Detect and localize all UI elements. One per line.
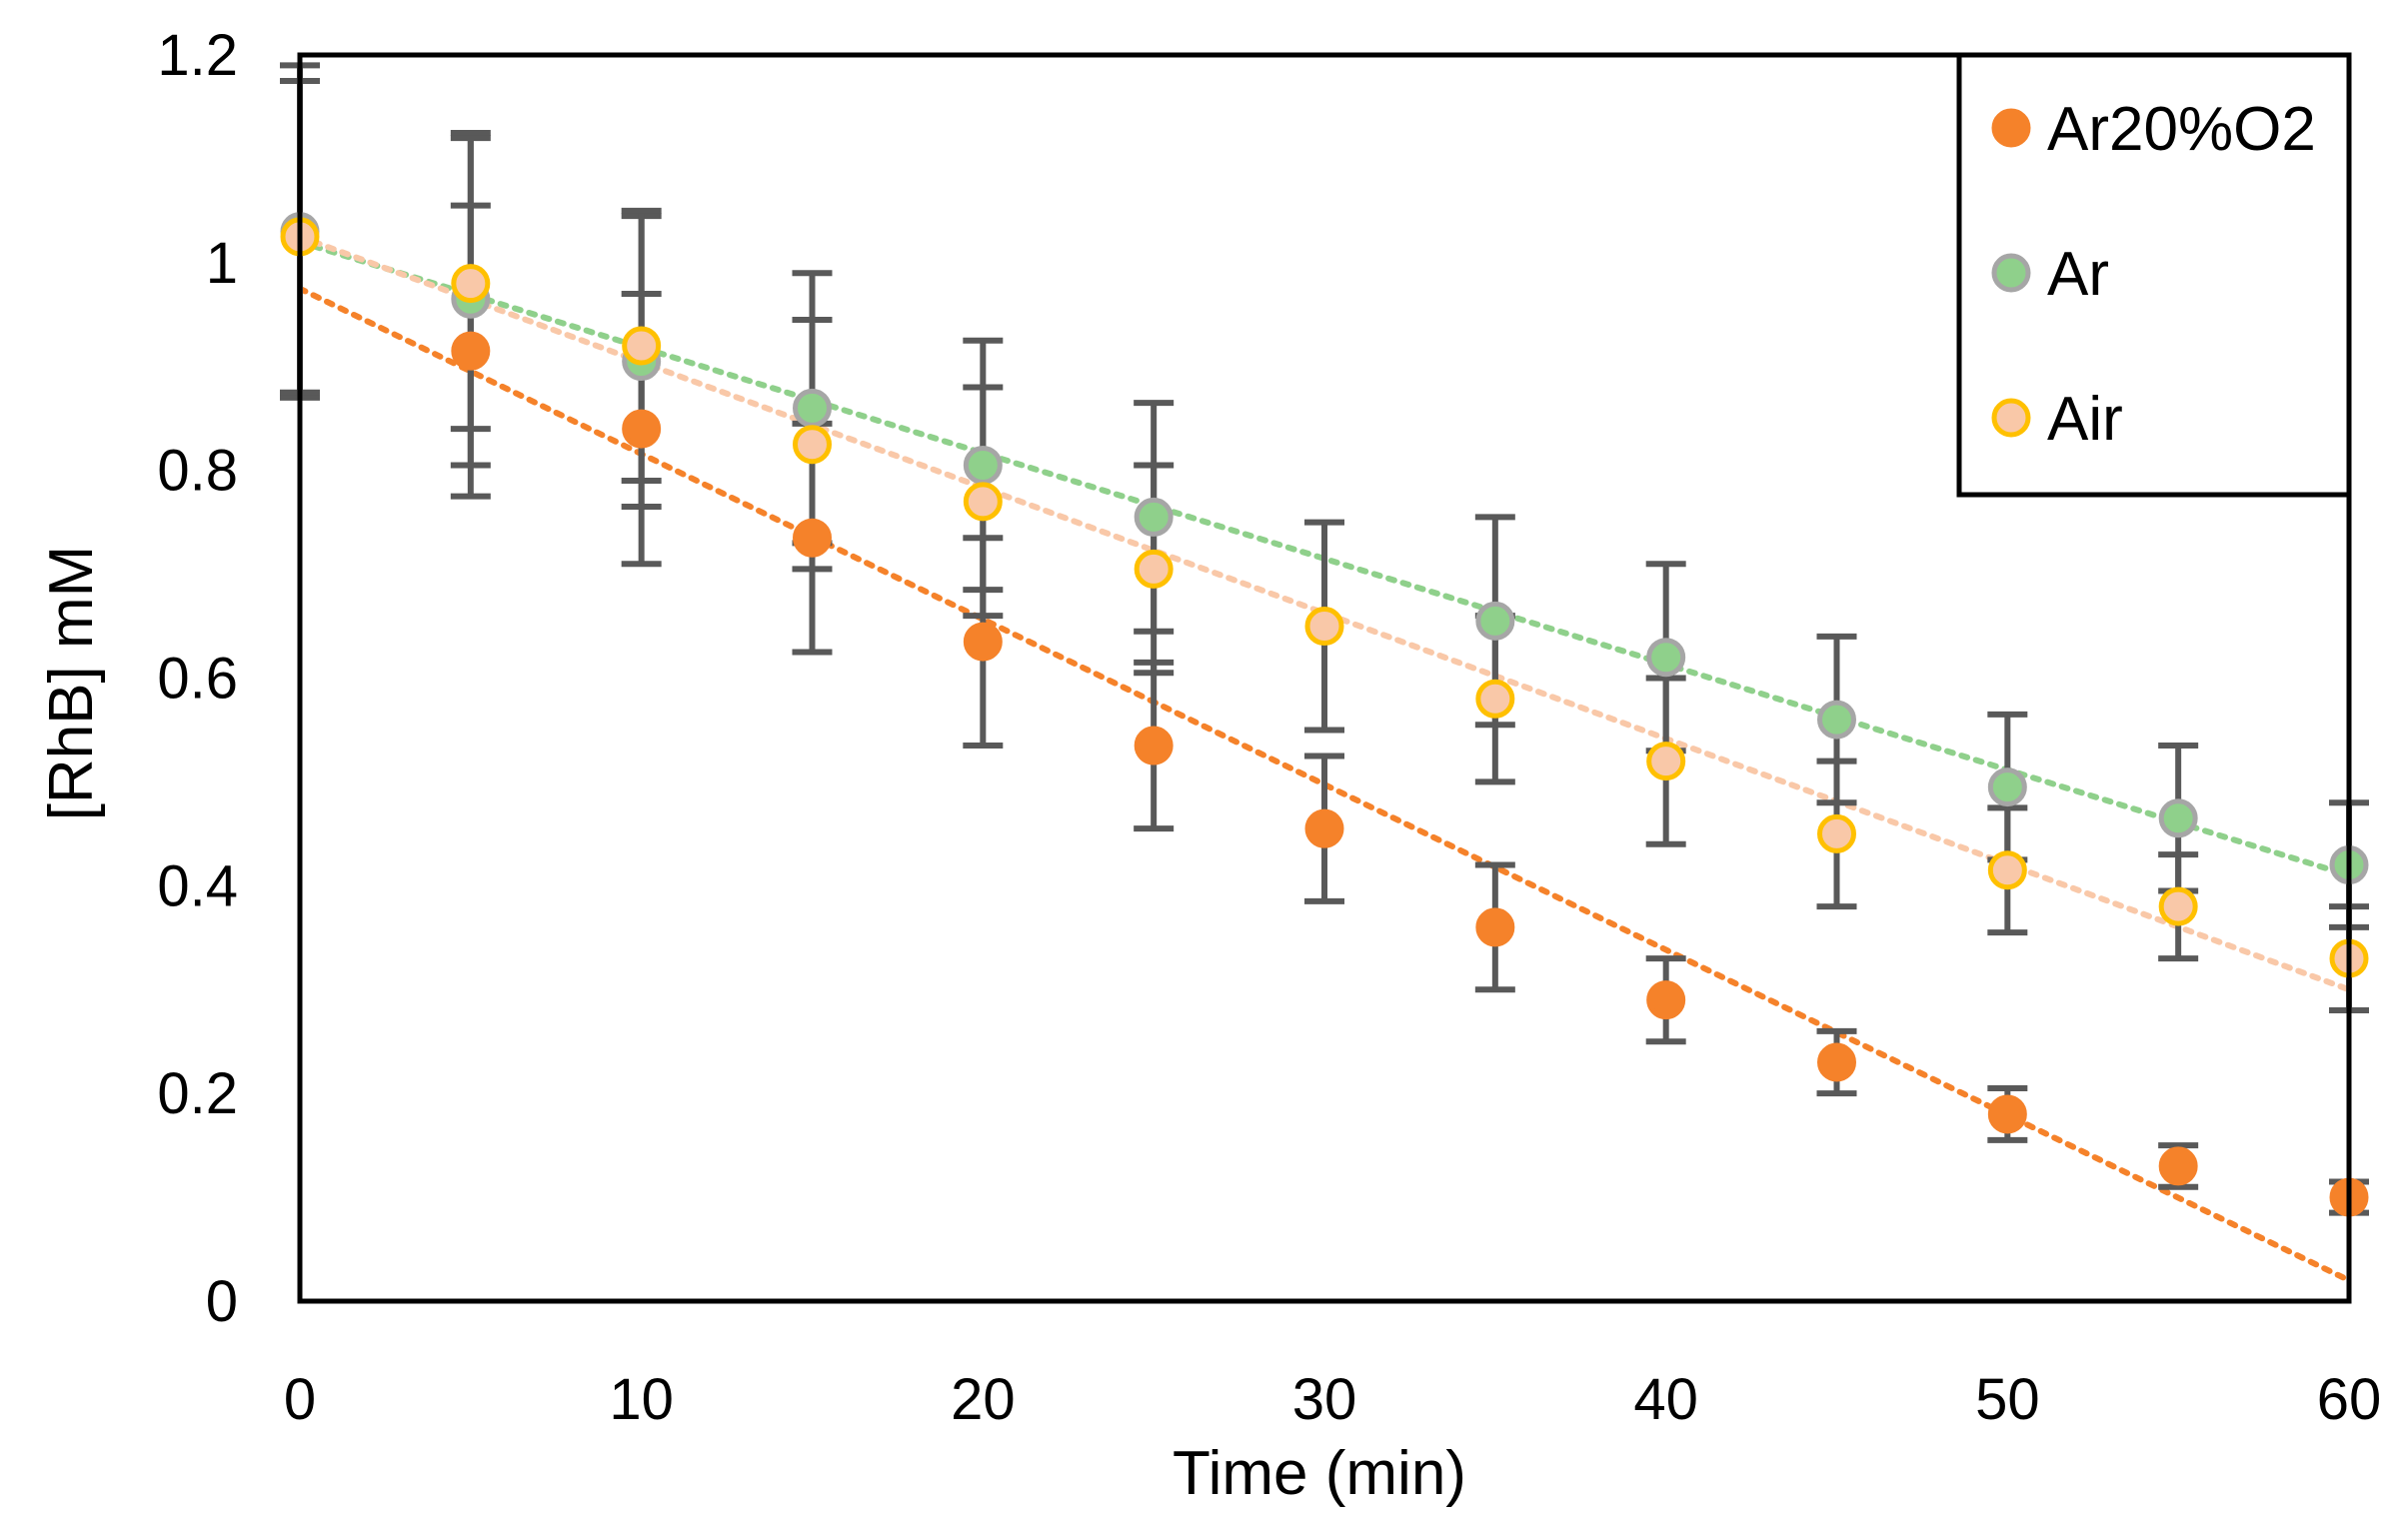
legend-entry-air: Air — [1991, 385, 2123, 454]
data-point-air — [622, 326, 662, 366]
y-axis-ticks: 0 0.2 0.4 0.6 0.8 1 1.2 — [157, 23, 238, 1334]
x-tick-label: 30 — [1292, 1367, 1357, 1432]
y-tick-label: 1.2 — [157, 23, 238, 88]
y-tick-label: 0.8 — [157, 439, 238, 504]
data-point-air — [963, 482, 1003, 522]
data-point-ar20pcto2 — [451, 331, 491, 371]
legend-entry-ar20pcto2: Ar20%O2 — [1991, 95, 2316, 164]
x-tick-label: 10 — [609, 1367, 674, 1432]
data-point-ar — [1134, 497, 1174, 537]
data-point-ar20pcto2 — [2158, 1146, 2198, 1186]
data-point-ar20pcto2 — [1987, 1094, 2027, 1134]
legend-label: Air — [2047, 385, 2123, 454]
data-point-ar20pcto2 — [622, 409, 662, 449]
data-point-ar — [1646, 638, 1686, 678]
legend-marker — [1991, 398, 2031, 438]
legend-label: Ar20%O2 — [2047, 95, 2316, 164]
y-tick-label: 1 — [206, 231, 238, 296]
data-point-air — [1304, 607, 1344, 647]
data-point-ar — [1987, 767, 2027, 807]
y-tick-label: 0.6 — [157, 647, 238, 712]
data-point-ar20pcto2 — [1646, 980, 1686, 1020]
x-tick-label: 0 — [284, 1367, 316, 1432]
legend-label: Ar — [2047, 240, 2109, 309]
y-tick-label: 0 — [206, 1269, 238, 1334]
x-tick-label: 20 — [951, 1367, 1016, 1432]
data-point-ar — [1475, 601, 1515, 641]
data-point-ar — [793, 388, 832, 428]
data-point-air — [1134, 549, 1174, 589]
data-point-ar20pcto2 — [1134, 726, 1174, 765]
x-axis-title: Time (min) — [1173, 1439, 1466, 1508]
x-tick-label: 60 — [2317, 1367, 2382, 1432]
legend-entry-ar: Ar — [1991, 240, 2109, 309]
data-point-air — [793, 425, 832, 465]
data-point-ar20pcto2 — [1475, 907, 1515, 947]
data-point-ar20pcto2 — [963, 622, 1003, 662]
data-point-ar20pcto2 — [1304, 808, 1344, 848]
data-point-air — [2158, 886, 2198, 926]
y-tick-label: 0.2 — [157, 1061, 238, 1126]
data-point-air — [451, 264, 491, 304]
data-point-ar20pcto2 — [1817, 1042, 1856, 1082]
data-point-ar20pcto2 — [793, 518, 832, 558]
y-tick-label: 0.4 — [157, 853, 238, 918]
legend-marker — [1991, 253, 2031, 293]
data-point-ar — [2158, 798, 2198, 838]
marker-layer — [280, 212, 2369, 1217]
legend: Ar20%O2 Ar Air — [1956, 52, 2352, 498]
legend-marker — [1991, 108, 2031, 148]
y-axis-title: [RhB] mM — [37, 546, 106, 821]
data-point-air — [1817, 813, 1856, 853]
data-point-ar — [1817, 700, 1856, 740]
x-tick-label: 50 — [1975, 1367, 2040, 1432]
x-axis-ticks: 0 10 20 30 40 50 60 — [284, 1367, 2381, 1432]
data-point-air — [1646, 742, 1686, 781]
data-point-air — [1987, 850, 2027, 890]
plot-area-frame — [297, 52, 2352, 1304]
x-tick-label: 40 — [1633, 1367, 1698, 1432]
data-point-air — [1475, 679, 1515, 719]
data-point-ar — [963, 445, 1003, 485]
